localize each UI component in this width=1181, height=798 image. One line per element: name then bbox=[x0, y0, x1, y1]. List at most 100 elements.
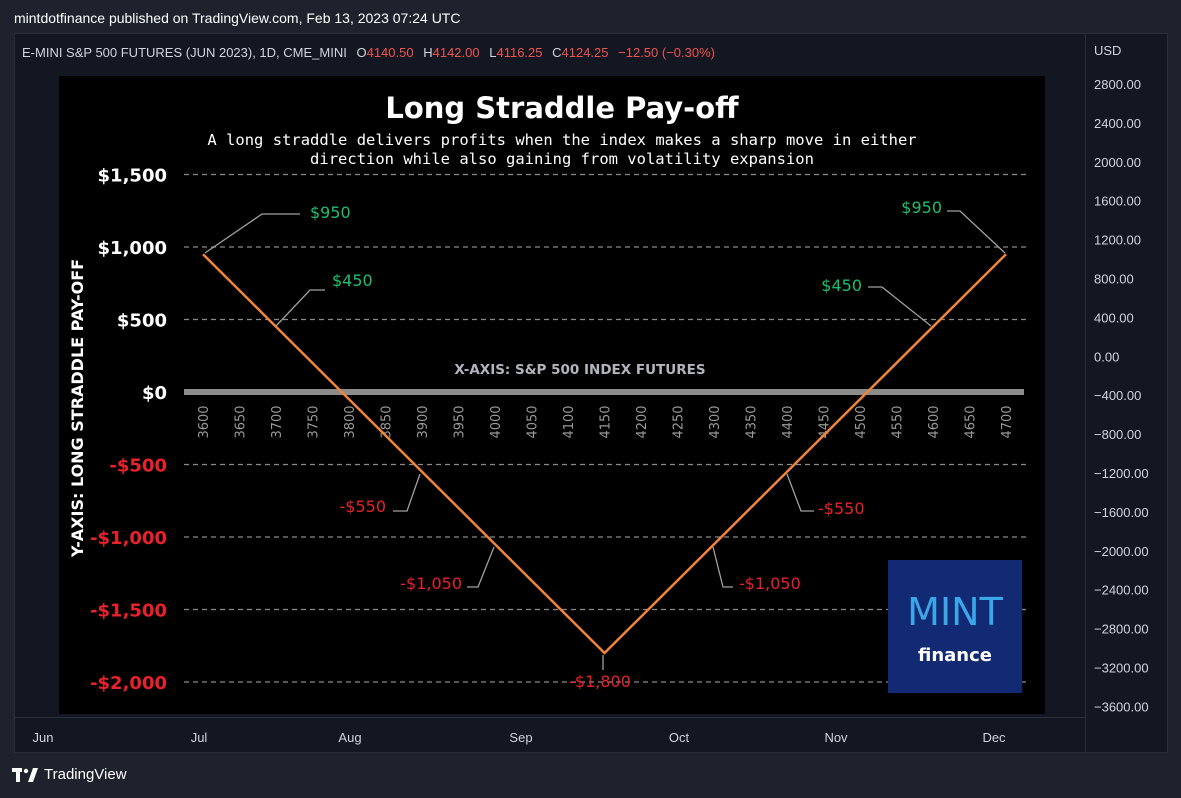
x-tick-label: 4000 bbox=[489, 405, 504, 438]
annotation-label: $950 bbox=[901, 198, 942, 217]
logo-text-finance: finance bbox=[918, 645, 992, 666]
annotation-label: $450 bbox=[332, 271, 373, 290]
close-value: 4124.25 bbox=[561, 45, 609, 60]
annotation-leader bbox=[275, 289, 325, 327]
chart-title: Long Straddle Pay-off bbox=[385, 91, 739, 125]
open-value: 4140.50 bbox=[366, 45, 414, 60]
x-axis-label: X-AXIS: S&P 500 INDEX FUTURES bbox=[454, 362, 705, 378]
annotation-leader bbox=[204, 213, 300, 254]
symbol-legend[interactable]: E-MINI S&P 500 FUTURES (JUN 2023), 1D, C… bbox=[22, 45, 715, 60]
publisher-line: mintdotfinance published on TradingView.… bbox=[14, 10, 461, 26]
close-label: C bbox=[552, 45, 562, 60]
y-tick-label: $1,500 bbox=[98, 166, 167, 187]
time-axis-label: Aug bbox=[338, 730, 361, 745]
annotation-label: $450 bbox=[821, 276, 862, 295]
chart-subtitle-line-1: A long straddle delivers profits when th… bbox=[207, 131, 916, 149]
annotation-leader bbox=[786, 473, 814, 512]
annotation-leader bbox=[712, 546, 733, 588]
high-value: 4142.00 bbox=[432, 45, 480, 60]
y-tick-label: -$500 bbox=[109, 456, 167, 477]
x-tick-label: 4300 bbox=[708, 405, 723, 438]
price-axis-label: 1600.00 bbox=[1094, 194, 1141, 209]
x-tick-label: 3750 bbox=[307, 405, 322, 438]
price-axis-label: −2800.00 bbox=[1094, 622, 1149, 637]
annotation-label: $950 bbox=[310, 203, 351, 222]
tradingview-logo-icon bbox=[12, 767, 38, 782]
logo-text-mint: MINT bbox=[907, 590, 1003, 634]
price-axis-label: −1200.00 bbox=[1094, 466, 1149, 481]
annotation-leader bbox=[467, 546, 495, 588]
x-tick-label: 4650 bbox=[964, 405, 979, 438]
low-value: 4116.25 bbox=[496, 45, 543, 60]
time-axis-label: Sep bbox=[509, 730, 532, 745]
annotation-label: -$1,050 bbox=[400, 574, 462, 593]
x-tick-label: 4050 bbox=[526, 405, 541, 438]
x-tick-labels: 3600 3650 3700 3750 3800 3850 3900 3950 4000 4050… bbox=[197, 405, 1015, 438]
low-label: L bbox=[489, 45, 497, 60]
payoff-line bbox=[202, 253, 1007, 655]
price-axis-label: −2000.00 bbox=[1094, 544, 1149, 559]
y-tick-label: $1,000 bbox=[98, 238, 167, 259]
x-tick-label: 4600 bbox=[927, 405, 942, 438]
x-tick-label: 3850 bbox=[380, 405, 395, 438]
time-axis-label: Jun bbox=[33, 730, 54, 745]
price-axis-label: 2800.00 bbox=[1094, 77, 1141, 92]
price-axis-label: 1200.00 bbox=[1094, 233, 1141, 248]
x-tick-label: 3650 bbox=[234, 405, 249, 438]
logo-background bbox=[888, 560, 1022, 693]
price-axis-label: 2400.00 bbox=[1094, 116, 1141, 131]
price-axis-label: −3600.00 bbox=[1094, 699, 1149, 714]
x-tick-label: 4350 bbox=[745, 405, 760, 438]
price-axis-label: 2000.00 bbox=[1094, 155, 1141, 170]
x-tick-label: 4700 bbox=[1000, 405, 1015, 438]
y-tick-label: $500 bbox=[117, 311, 167, 332]
y-tick-label: -$1,500 bbox=[90, 601, 167, 622]
time-axis-divider bbox=[14, 717, 1085, 718]
y-tick-labels: $1,500 $1,000 $500 $0 -$500 -$1,000 -$1,500 -$2… bbox=[90, 166, 167, 695]
annotation-leader bbox=[868, 286, 932, 327]
annotation-label: -$550 bbox=[818, 499, 865, 518]
price-axis-label: −1600.00 bbox=[1094, 505, 1149, 520]
tradingview-brand[interactable]: TradingView bbox=[12, 766, 127, 783]
x-tick-label: 4200 bbox=[635, 405, 650, 438]
price-axis-label: −800.00 bbox=[1094, 427, 1141, 442]
price-axis-ticks: 2800.00 2400.00 2000.00 1600.00 1200.00 800.0… bbox=[1094, 77, 1149, 714]
x-tick-label: 4550 bbox=[891, 405, 906, 438]
gridlines bbox=[184, 173, 1028, 683]
price-axis-label: −400.00 bbox=[1094, 388, 1141, 403]
change-value: −12.50 (−0.30%) bbox=[618, 45, 715, 60]
y-tick-label: -$2,000 bbox=[90, 673, 167, 694]
mint-finance-logo: MINT finance bbox=[888, 560, 1022, 693]
x-tick-label: 3600 bbox=[197, 405, 212, 438]
symbol-name: E-MINI S&P 500 FUTURES (JUN 2023), 1D, C… bbox=[22, 45, 347, 60]
annotation-label: -$1,800 bbox=[569, 672, 631, 691]
y-axis-label: Y-AXIS: LONG STRADDLE PAY-OFF bbox=[68, 259, 87, 558]
time-axis-label: Oct bbox=[669, 730, 690, 745]
price-axis-divider bbox=[1085, 33, 1086, 753]
currency-label[interactable]: USD bbox=[1094, 43, 1122, 58]
x-tick-label: 4100 bbox=[562, 405, 577, 438]
x-tick-label: 4500 bbox=[854, 405, 869, 438]
price-axis-label: 800.00 bbox=[1094, 272, 1134, 287]
y-tick-label: $0 bbox=[142, 383, 167, 404]
chart-subtitle-line-2: direction while also gaining from volati… bbox=[310, 150, 814, 168]
annotation-label: -$1,050 bbox=[739, 574, 801, 593]
high-label: H bbox=[423, 45, 433, 60]
annotation-label: -$550 bbox=[340, 497, 387, 516]
tradingview-label: TradingView bbox=[44, 766, 127, 783]
time-axis-ticks: Jun Jul Aug Sep Oct Nov Dec bbox=[33, 730, 1007, 745]
y-tick-label: -$1,000 bbox=[90, 528, 167, 549]
x-tick-label: 4150 bbox=[599, 405, 614, 438]
time-axis-label: Nov bbox=[824, 730, 848, 745]
x-tick-label: 4250 bbox=[672, 405, 687, 438]
x-tick-label: 3800 bbox=[343, 405, 358, 438]
x-tick-label: 3950 bbox=[453, 405, 468, 438]
x-tick-label: 4400 bbox=[781, 405, 796, 438]
x-tick-label: 3700 bbox=[270, 405, 285, 438]
time-axis-label: Jul bbox=[191, 730, 208, 745]
price-axis-label: −3200.00 bbox=[1094, 661, 1149, 676]
price-axis-label: −2400.00 bbox=[1094, 583, 1149, 598]
annotation-leader bbox=[947, 210, 1006, 254]
open-label: O bbox=[356, 45, 367, 60]
